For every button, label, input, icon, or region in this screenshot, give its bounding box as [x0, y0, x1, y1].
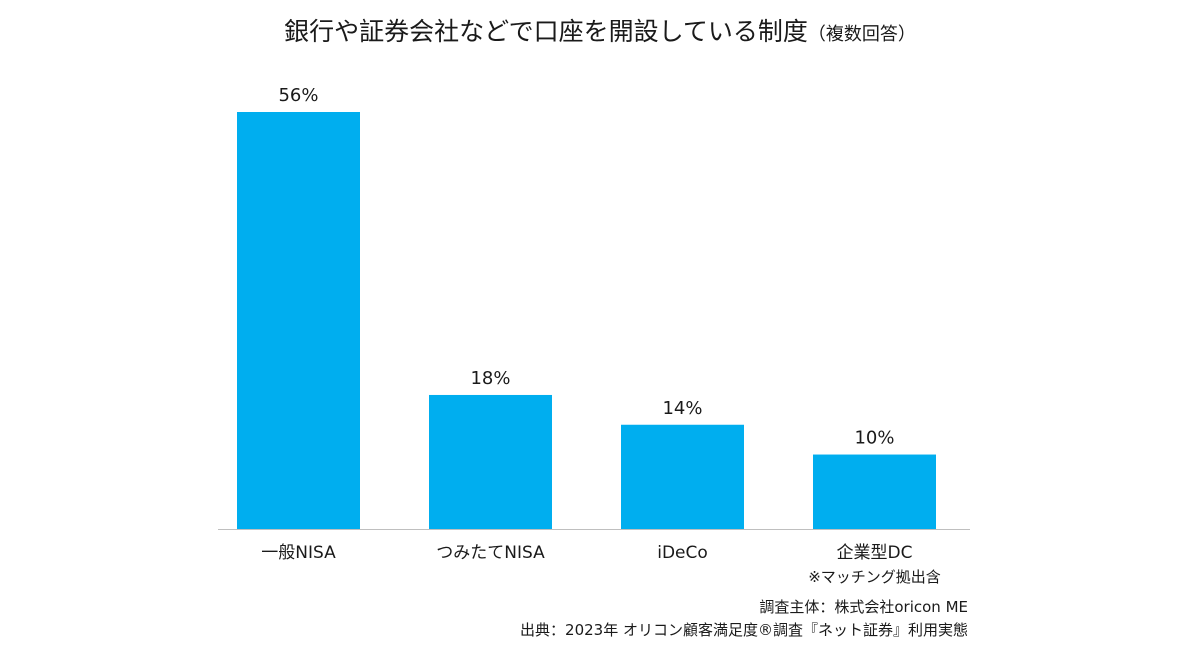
category-label-2: つみたてNISA	[436, 543, 545, 563]
category-note-4: ※マッチング拠出含	[808, 568, 941, 586]
bar-3	[621, 424, 744, 529]
chart-title: 銀行や証券会社などで口座を開設している制度（複数回答）	[0, 14, 1200, 53]
data-label-1: 56%	[278, 85, 318, 106]
data-label-2: 18%	[470, 368, 510, 389]
credit-source: 出典：2023年 オリコン顧客満足度®調査『ネット証券』利用実態	[520, 621, 968, 639]
data-label-4: 10%	[854, 428, 894, 449]
chart-title-text: 銀行や証券会社などで口座を開設している制度	[284, 17, 808, 46]
bar-4	[813, 454, 936, 529]
category-label-3: iDeCo	[657, 543, 708, 563]
bar-2	[429, 394, 552, 529]
data-label-3: 14%	[662, 398, 702, 419]
category-label-1: 一般NISA	[261, 543, 336, 563]
bar-chart: 56% 一般NISA 18% つみたてNISA 14% iDeCo 10% 企業型DC ※マッチ…	[218, 85, 970, 586]
category-label-4: 企業型DC	[837, 543, 913, 563]
credit-survey: 調査主体：株式会社oricon ME	[759, 598, 968, 616]
bar-1	[237, 112, 360, 529]
chart-subtitle: （複数回答）	[807, 24, 916, 45]
